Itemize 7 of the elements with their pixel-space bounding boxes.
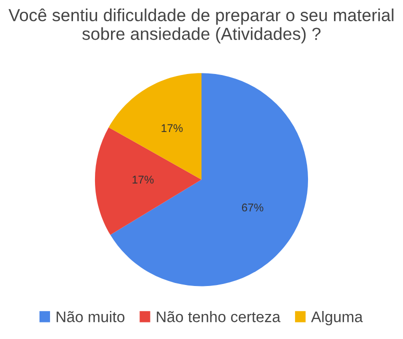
data-label: 17% [132, 176, 154, 184]
data-label: 67% [242, 204, 264, 212]
legend-label: Alguma [311, 311, 363, 326]
chart-title: Você sentiu dificuldade de preparar o seu material sobre ansiedade (Atividades) ? [8, 8, 394, 44]
legend-label: Não tenho certeza [156, 311, 280, 322]
data-label: 17% [162, 124, 183, 132]
legend-label: Não muito [56, 311, 124, 322]
